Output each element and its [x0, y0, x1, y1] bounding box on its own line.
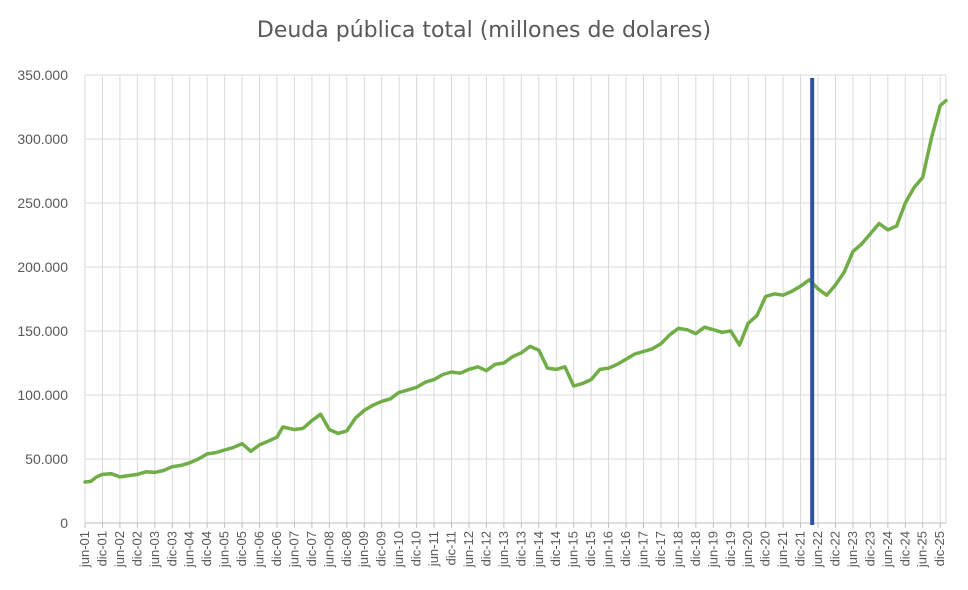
- x-tick-label: jun-17: [635, 531, 650, 568]
- x-tick-label: dic-09: [374, 531, 389, 566]
- x-tick-label: dic-23: [862, 531, 877, 566]
- x-tick-label: dic-19: [723, 531, 738, 566]
- x-tick-label: jun-11: [426, 531, 441, 567]
- x-tick-label: jun-01: [77, 531, 92, 568]
- x-tick-label: dic-03: [164, 531, 179, 566]
- x-tick-label: jun-24: [880, 531, 895, 568]
- x-tick-label: jun-07: [286, 531, 301, 568]
- x-tick-label: jun-10: [391, 531, 406, 568]
- x-tick-label: jun-23: [845, 531, 860, 568]
- x-tick-label: dic-07: [304, 531, 319, 566]
- y-tick-label: 50.000: [25, 451, 68, 467]
- y-tick-label: 200.000: [17, 259, 68, 275]
- x-tick-label: dic-24: [897, 531, 912, 566]
- x-tick-label: dic-20: [758, 531, 773, 566]
- x-tick-label: dic-02: [129, 531, 144, 566]
- y-tick-label: 150.000: [17, 323, 68, 339]
- y-axis: 0 50.000 100.000 150.000 200.000 250.000 300.0…: [17, 67, 68, 531]
- x-tick-label: jun-08: [321, 531, 336, 568]
- x-tick-label: dic-16: [618, 531, 633, 566]
- x-tick-label: dic-08: [339, 531, 354, 566]
- x-tick-label: dic-15: [583, 531, 598, 566]
- x-tick-label: jun-03: [147, 531, 162, 568]
- x-tick-label: jun-06: [252, 531, 267, 568]
- y-tick-label: 350.000: [17, 67, 68, 83]
- x-tick-label: jun-16: [601, 531, 616, 568]
- x-tick-label: jun-25: [915, 531, 930, 568]
- x-tick-label: dic-05: [234, 531, 249, 566]
- x-tick-label: jun-12: [461, 531, 476, 568]
- x-tick-label: dic-17: [653, 531, 668, 566]
- x-tick-label: dic-18: [688, 531, 703, 566]
- x-tick-label: dic-22: [827, 531, 842, 566]
- x-tick-label: jun-21: [775, 531, 790, 568]
- x-tick-label: jun-13: [496, 531, 511, 568]
- x-tick-label: jun-20: [740, 531, 755, 568]
- x-tick-label: jun-09: [356, 531, 371, 568]
- x-tick-label: dic-01: [94, 531, 109, 566]
- x-tick-label: dic-13: [513, 531, 528, 566]
- x-tick-label: dic-21: [793, 531, 808, 566]
- series-layer: [83, 98, 948, 484]
- x-tick-label: jun-05: [217, 531, 232, 568]
- x-tick-label: jun-14: [531, 531, 546, 568]
- x-tick-label: dic-25: [932, 531, 947, 566]
- x-tick-label: dic-10: [409, 531, 424, 566]
- x-tick-label: jun-18: [670, 531, 685, 568]
- x-tick-label: dic-06: [269, 531, 284, 566]
- series-line: [83, 98, 948, 484]
- chart-title: Deuda pública total (millones de dolares…: [256, 18, 712, 43]
- x-tick-label: dic-11: [444, 531, 459, 565]
- x-tick-label: jun-15: [566, 531, 581, 568]
- y-tick-label: 250.000: [17, 195, 68, 211]
- x-axis: jun-01 dic-01 jun-02 dic-02 jun-03 dic-03 jun-…: [77, 522, 947, 568]
- x-tick-label: jun-04: [182, 531, 197, 568]
- x-tick-label: jun-02: [112, 531, 127, 568]
- x-tick-label: dic-04: [199, 531, 214, 566]
- y-tick-label: 100.000: [17, 387, 68, 403]
- x-tick-label: dic-14: [548, 531, 563, 566]
- grid: [84, 74, 947, 524]
- y-tick-label: 0: [60, 515, 68, 531]
- y-tick-label: 300.000: [17, 131, 68, 147]
- x-tick-label: jun-22: [810, 531, 825, 568]
- x-tick-label: jun-19: [705, 531, 720, 568]
- x-tick-label: dic-12: [478, 531, 493, 566]
